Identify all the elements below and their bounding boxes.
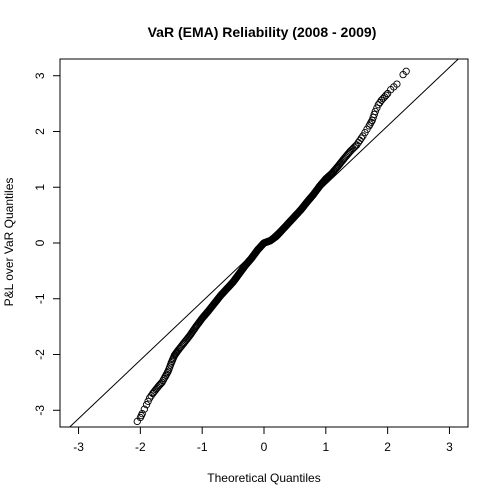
- y-tick-label: -3: [33, 405, 47, 416]
- data-point: [382, 91, 390, 99]
- data-point: [346, 147, 355, 155]
- x-tick-label: 0: [261, 440, 268, 454]
- x-axis-label: Theoretical Quantiles: [207, 471, 320, 485]
- y-tick-label: -1: [33, 293, 47, 304]
- data-point: [393, 80, 401, 88]
- x-tick-label: -2: [135, 440, 146, 454]
- data-points: [133, 67, 410, 426]
- y-axis: -3 -2 -1 0 1 2 3: [33, 72, 60, 416]
- data-point: [366, 120, 374, 128]
- data-point: [367, 118, 375, 126]
- x-tick-label: -1: [197, 440, 208, 454]
- x-tick-label: -3: [73, 440, 84, 454]
- y-axis-label: P&L over VaR Quantiles: [2, 178, 16, 307]
- data-point: [402, 67, 410, 75]
- data-point: [357, 134, 366, 142]
- data-point: [371, 107, 379, 116]
- data-point: [356, 136, 364, 145]
- y-tick-label: 0: [33, 239, 47, 246]
- chart-title: VaR (EMA) Reliability (2008 - 2009): [148, 24, 377, 40]
- data-point: [142, 401, 151, 409]
- data-point: [370, 110, 378, 119]
- y-tick-label: 3: [33, 72, 47, 79]
- data-point: [158, 378, 166, 387]
- data-point: [373, 104, 381, 112]
- x-axis: -3 -2 -1 0 1 2 3: [73, 427, 453, 454]
- data-point: [144, 397, 152, 405]
- x-tick-label: 3: [446, 440, 453, 454]
- y-tick-label: -2: [33, 349, 47, 360]
- x-tick-label: 1: [322, 440, 329, 454]
- data-point: [350, 143, 358, 151]
- y-tick-label: 2: [33, 128, 47, 135]
- data-point: [348, 146, 356, 154]
- x-tick-label: 2: [384, 440, 391, 454]
- y-tick-label: 1: [33, 184, 47, 191]
- data-point: [138, 409, 146, 418]
- data-point: [349, 144, 357, 153]
- plot-area: [59, 58, 469, 428]
- data-point: [140, 405, 149, 413]
- data-point: [365, 122, 373, 130]
